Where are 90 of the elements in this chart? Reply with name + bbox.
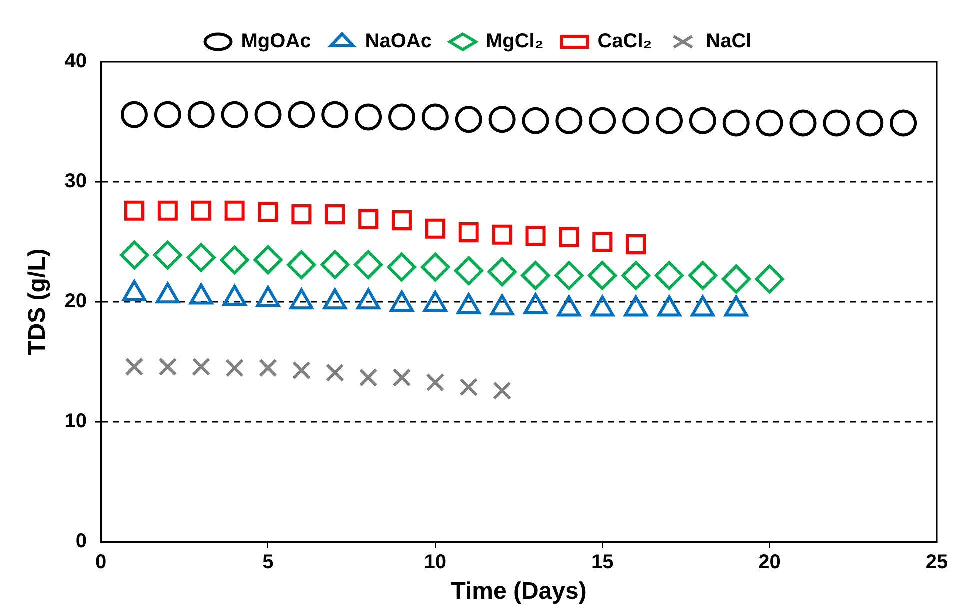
legend-label: NaOAc bbox=[365, 30, 432, 53]
point bbox=[722, 110, 750, 137]
point bbox=[425, 218, 446, 239]
point bbox=[890, 110, 918, 137]
point bbox=[455, 106, 482, 134]
point bbox=[192, 358, 211, 376]
x-tick-label: 5 bbox=[262, 552, 274, 574]
point bbox=[589, 107, 616, 134]
point bbox=[154, 101, 182, 128]
x-tick-label: 25 bbox=[926, 552, 948, 574]
point bbox=[823, 110, 850, 137]
point bbox=[420, 252, 450, 282]
point bbox=[186, 243, 216, 272]
point bbox=[622, 107, 650, 134]
point bbox=[755, 264, 784, 294]
point bbox=[688, 261, 718, 290]
point bbox=[626, 234, 646, 254]
point bbox=[258, 202, 278, 222]
point bbox=[554, 261, 584, 290]
point bbox=[226, 358, 244, 378]
y-tick-label: 20 bbox=[64, 290, 88, 313]
point bbox=[790, 110, 817, 137]
point bbox=[458, 222, 479, 242]
point bbox=[120, 101, 148, 128]
y-tick-label: 0 bbox=[76, 530, 88, 553]
legend-label: MgCl₂ bbox=[486, 30, 544, 53]
point bbox=[556, 107, 583, 134]
point bbox=[522, 107, 550, 134]
point bbox=[856, 110, 884, 137]
point bbox=[120, 240, 149, 270]
point bbox=[388, 104, 416, 131]
point bbox=[191, 200, 212, 221]
y-tick-label: 40 bbox=[64, 50, 88, 73]
y-tick-label: 10 bbox=[64, 410, 88, 433]
point bbox=[654, 261, 684, 290]
point bbox=[325, 204, 346, 224]
point bbox=[426, 373, 445, 392]
point bbox=[488, 258, 517, 287]
point bbox=[320, 250, 350, 280]
point bbox=[689, 107, 716, 134]
x-tick-label: 10 bbox=[424, 552, 447, 574]
point bbox=[158, 200, 178, 221]
x-tick-label: 20 bbox=[758, 552, 781, 574]
point bbox=[224, 200, 245, 221]
point bbox=[656, 107, 683, 134]
point bbox=[387, 252, 416, 282]
point bbox=[288, 101, 316, 128]
point bbox=[488, 106, 516, 134]
x-tick-label: 15 bbox=[591, 552, 614, 574]
point bbox=[756, 110, 784, 137]
legend-label: CaCl₂ bbox=[598, 30, 652, 53]
legend-label: NaCl bbox=[706, 30, 752, 53]
x-axis-title: Time (Days) bbox=[451, 578, 587, 606]
point bbox=[592, 232, 613, 252]
point bbox=[392, 368, 412, 388]
y-axis-title: TDS (g/L) bbox=[24, 248, 52, 356]
x-tick-label: 0 bbox=[95, 552, 107, 574]
point bbox=[460, 378, 478, 397]
point bbox=[454, 256, 484, 286]
point bbox=[254, 246, 283, 275]
point bbox=[254, 101, 282, 128]
point bbox=[221, 101, 248, 128]
point bbox=[521, 261, 550, 290]
point bbox=[422, 104, 449, 131]
point bbox=[188, 101, 215, 128]
point bbox=[358, 209, 379, 230]
point bbox=[158, 358, 178, 376]
point bbox=[354, 250, 384, 280]
point bbox=[559, 227, 580, 248]
point bbox=[722, 264, 751, 294]
point bbox=[359, 368, 378, 388]
point bbox=[355, 104, 382, 131]
point bbox=[588, 261, 618, 290]
y-tick-label: 30 bbox=[64, 170, 88, 193]
point bbox=[622, 261, 651, 290]
point bbox=[326, 364, 344, 382]
point bbox=[125, 358, 144, 376]
point bbox=[392, 210, 412, 230]
point bbox=[124, 200, 144, 221]
legend-label: MgOAc bbox=[241, 30, 312, 53]
point bbox=[322, 101, 349, 128]
point bbox=[258, 358, 278, 378]
point bbox=[287, 250, 316, 280]
point bbox=[492, 224, 512, 245]
point bbox=[220, 246, 250, 275]
point bbox=[153, 240, 182, 270]
point bbox=[292, 204, 312, 224]
point bbox=[493, 382, 512, 400]
point bbox=[526, 226, 546, 246]
point bbox=[292, 361, 311, 380]
